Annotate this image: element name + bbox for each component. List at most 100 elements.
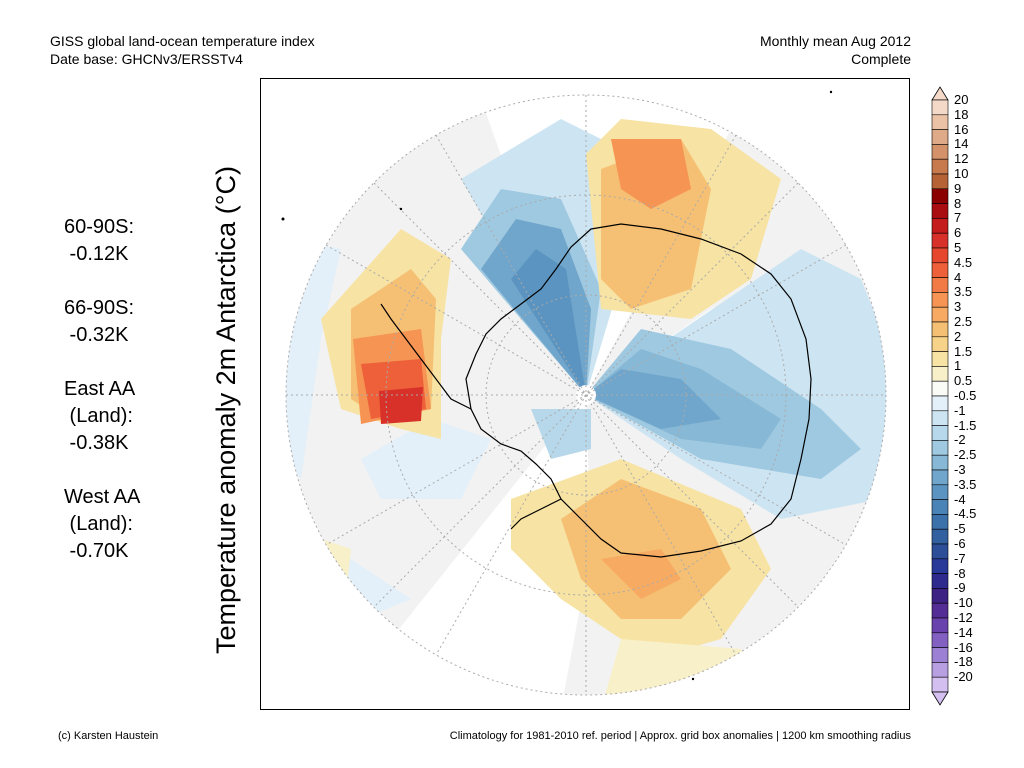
regional-stats: 60-90S: -0.12K 66-90S: -0.32K East AA (L…	[64, 214, 140, 592]
colorbar-tick-label: 2	[954, 328, 962, 344]
colorbar-tick-label: -0.5	[954, 388, 977, 403]
colorbar-swatch	[931, 662, 949, 678]
colorbar-swatch	[931, 173, 949, 190]
colorbar-tick-label: -8	[954, 565, 966, 581]
colorbar	[931, 86, 949, 706]
colorbar-tick-label: -3.5	[954, 476, 977, 492]
colorbar-tick-label: 4	[954, 269, 962, 285]
colorbar-tick-label: -6	[954, 536, 966, 551]
colorbar-swatch	[931, 380, 949, 397]
completeness-label: Complete	[851, 51, 911, 67]
colorbar-swatch	[931, 321, 949, 338]
colorbar-swatch	[931, 425, 949, 441]
header-right: Monthly mean Aug 2012 Complete	[760, 32, 911, 68]
anomaly-fields	[286, 95, 886, 695]
colorbar-tick-label: -2.5	[954, 447, 977, 463]
colorbar-tick-label: 9	[954, 180, 962, 196]
colorbar-swatch	[931, 277, 949, 293]
colorbar-tick-label: 18	[954, 106, 969, 122]
period-label: Monthly mean Aug 2012	[760, 33, 911, 49]
colorbar-swatch	[931, 454, 949, 471]
colorbar-swatch	[931, 144, 949, 160]
colorbar-swatch	[931, 203, 949, 219]
colorbar-swatch	[931, 602, 949, 619]
colorbar-swatch	[931, 499, 949, 515]
colorbar-tick-label: -10	[954, 595, 973, 611]
colorbar-tick-label: 0.5	[954, 373, 973, 389]
colorbar-swatch	[931, 469, 949, 486]
colorbar-tick-label: -9	[954, 580, 966, 596]
colorbar-tick-label: -12	[954, 610, 973, 625]
colorbar-max-arrow	[931, 86, 949, 101]
colorbar-tick-label: 16	[954, 121, 969, 137]
colorbar-swatch	[931, 395, 949, 412]
colorbar-tick-label: 1	[954, 358, 962, 374]
colorbar-tick-label: 12	[954, 151, 969, 167]
colorbar-tick-label: 20	[954, 92, 969, 107]
anomaly-map-graphic	[261, 79, 909, 709]
colorbar-tick-label: -1.5	[954, 417, 977, 433]
colorbar-swatch	[931, 188, 949, 204]
header-left: GISS global land-ocean temperature index…	[50, 32, 315, 68]
colorbar-swatch	[931, 129, 949, 145]
colorbar-min-arrow	[931, 691, 949, 706]
colorbar-swatch	[931, 292, 949, 308]
colorbar-swatch	[931, 351, 949, 367]
colorbar-swatch	[931, 617, 949, 634]
colorbar-tick-label: 5	[954, 240, 962, 255]
colorbar-tick-label: 2.5	[954, 314, 973, 329]
stat-60-90s: 60-90S: -0.12K	[64, 216, 135, 265]
colorbar-swatch	[931, 158, 949, 175]
colorbar-swatch	[931, 262, 949, 278]
colorbar-swatch	[931, 558, 949, 574]
colorbar-tick-label: 8	[954, 195, 962, 211]
map-axis-title: Temperature anomaly 2m Antarctica (°C)	[211, 166, 241, 654]
colorbar-swatch	[931, 218, 949, 234]
colorbar-tick-label: 3.5	[954, 284, 973, 300]
colorbar-swatch	[931, 114, 949, 130]
colorbar-swatch	[931, 676, 949, 693]
polar-map	[260, 78, 910, 710]
colorbar-tick-label: -5	[954, 521, 966, 537]
colorbar-tick-label: 14	[954, 136, 969, 152]
colorbar-tick-label: -20	[954, 669, 973, 685]
credit: (c) Karsten Haustein	[58, 730, 159, 742]
islands	[281, 90, 833, 681]
stat-east-aa-land: East AA (Land): -0.38K	[64, 378, 136, 454]
colorbar-swatch	[931, 514, 949, 530]
colorbar-tick-label: 4.5	[954, 254, 973, 270]
colorbar-tick-label: 6	[954, 225, 962, 241]
colorbar-swatch	[931, 573, 949, 589]
colorbar-swatch	[931, 440, 949, 456]
colorbar-swatch	[931, 99, 949, 116]
colorbar-tick-label: -4.5	[954, 506, 977, 522]
colorbar-swatch	[931, 528, 949, 545]
methodology-note: Climatology for 1981-2010 ref. period | …	[449, 730, 911, 742]
colorbar-tick-label: 1.5	[954, 343, 973, 359]
colorbar-swatch	[931, 632, 949, 648]
antarctica-coastline	[380, 223, 812, 558]
colorbar-swatch	[931, 306, 949, 323]
colorbar-swatch	[931, 232, 949, 249]
colorbar-tick-label: -16	[954, 639, 973, 655]
colorbar-tick-label: 3	[954, 299, 962, 315]
colorbar-swatch	[931, 647, 949, 663]
colorbar-tick-label: -7	[954, 550, 966, 566]
colorbar-tick-label: -18	[954, 654, 973, 670]
stat-west-aa-land: West AA (Land): -0.70K	[64, 486, 141, 562]
colorbar-tick-label: -3	[954, 462, 966, 477]
colorbar-tick-label: -4	[954, 491, 966, 507]
data-source: Date base: GHCNv3/ERSSTv4	[50, 51, 243, 67]
colorbar-tick-label: -2	[954, 432, 966, 448]
colorbar-tick-label: 10	[954, 166, 969, 181]
colorbar-swatch	[931, 543, 949, 560]
colorbar-swatch	[931, 247, 949, 264]
colorbar-swatch	[931, 588, 949, 604]
dataset-title: GISS global land-ocean temperature index	[50, 33, 315, 49]
colorbar-swatch	[931, 484, 949, 500]
colorbar-tick-label: -1	[954, 402, 966, 418]
colorbar-tick-label: 7	[954, 210, 962, 226]
stat-66-90s: 66-90S: -0.32K	[64, 297, 135, 346]
graticule	[285, 94, 887, 696]
colorbar-tick-label: -14	[954, 624, 973, 640]
